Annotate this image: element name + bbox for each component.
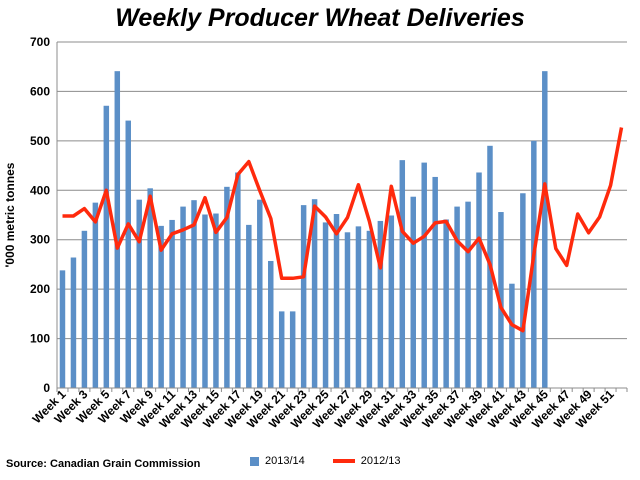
y-tick-label-300: 300 (30, 233, 50, 247)
bar-week-18 (246, 224, 252, 388)
bar-week-13 (191, 200, 197, 388)
bar-week-45 (542, 71, 548, 389)
bar-week-29 (366, 230, 373, 388)
y-tick-label-0: 0 (43, 381, 50, 395)
bar-week-38 (465, 201, 471, 388)
bar-week-10 (158, 225, 164, 388)
bar-week-34 (421, 162, 427, 388)
y-tick-labels: 0 100 200 300 400 500 600 700 (30, 35, 50, 395)
bar-week-9 (147, 188, 153, 388)
bar-week-22 (289, 311, 296, 388)
bar-week-20 (268, 260, 274, 388)
bar-week-3 (81, 230, 88, 388)
bar-week-24 (311, 199, 318, 388)
legend-label-2013-14: 2013/14 (265, 455, 305, 467)
bar-week-16 (224, 186, 230, 388)
bar-week-1 (59, 270, 66, 388)
y-axis-title: '000 metric tonnes (3, 162, 17, 267)
line-series-2012-13 (62, 127, 624, 333)
legend-label-2012-13: 2012/13 (360, 455, 401, 467)
bar-week-25 (322, 222, 329, 388)
bar-week-21 (278, 311, 285, 388)
bar-week-33 (410, 196, 416, 388)
bar-week-27 (344, 232, 351, 388)
bar-week-32 (399, 160, 406, 388)
bar-week-37 (454, 206, 460, 388)
bar-week-35 (432, 176, 438, 388)
bar-week-23 (300, 205, 307, 388)
bar-week-42 (509, 283, 515, 388)
bar-week-4 (92, 202, 99, 388)
bar-week-8 (136, 199, 142, 388)
bar-week-5 (103, 105, 110, 389)
bar-week-39 (476, 172, 482, 388)
bar-week-26 (333, 214, 340, 388)
legend-swatch-2013-14 (250, 456, 259, 466)
bar-week-31 (388, 215, 395, 388)
bar-week-12 (180, 206, 186, 388)
y-tick-label-400: 400 (30, 183, 50, 197)
y-tick-label-700: 700 (30, 35, 50, 49)
gridlines (57, 41, 627, 340)
line-path-2012-13 (62, 127, 624, 333)
y-tick-label-200: 200 (30, 282, 50, 296)
bar-week-7 (125, 120, 131, 388)
bar-week-17 (235, 172, 241, 388)
bar-week-30 (377, 220, 384, 388)
y-tick-label-500: 500 (30, 134, 50, 148)
y-tick-label-600: 600 (30, 84, 50, 98)
bar-week-14 (202, 214, 208, 388)
bar-week-15 (213, 213, 219, 388)
bar-week-19 (257, 199, 263, 388)
bar-week-11 (169, 219, 175, 388)
chart-title: Weekly Producer Wheat Deliveries (115, 4, 525, 32)
bar-week-6 (114, 71, 121, 389)
bar-week-2 (70, 257, 77, 388)
legend: 2013/14 2012/13 (250, 455, 401, 467)
legend-swatch-2012-13 (332, 459, 355, 463)
bar-week-28 (355, 226, 362, 388)
bar-week-41 (498, 212, 504, 388)
bar-week-43 (520, 193, 526, 388)
source-note: Source: Canadian Grain Commission (6, 458, 201, 470)
bar-week-36 (443, 219, 449, 388)
y-tick-label-100: 100 (30, 332, 50, 346)
axes (56, 42, 628, 392)
